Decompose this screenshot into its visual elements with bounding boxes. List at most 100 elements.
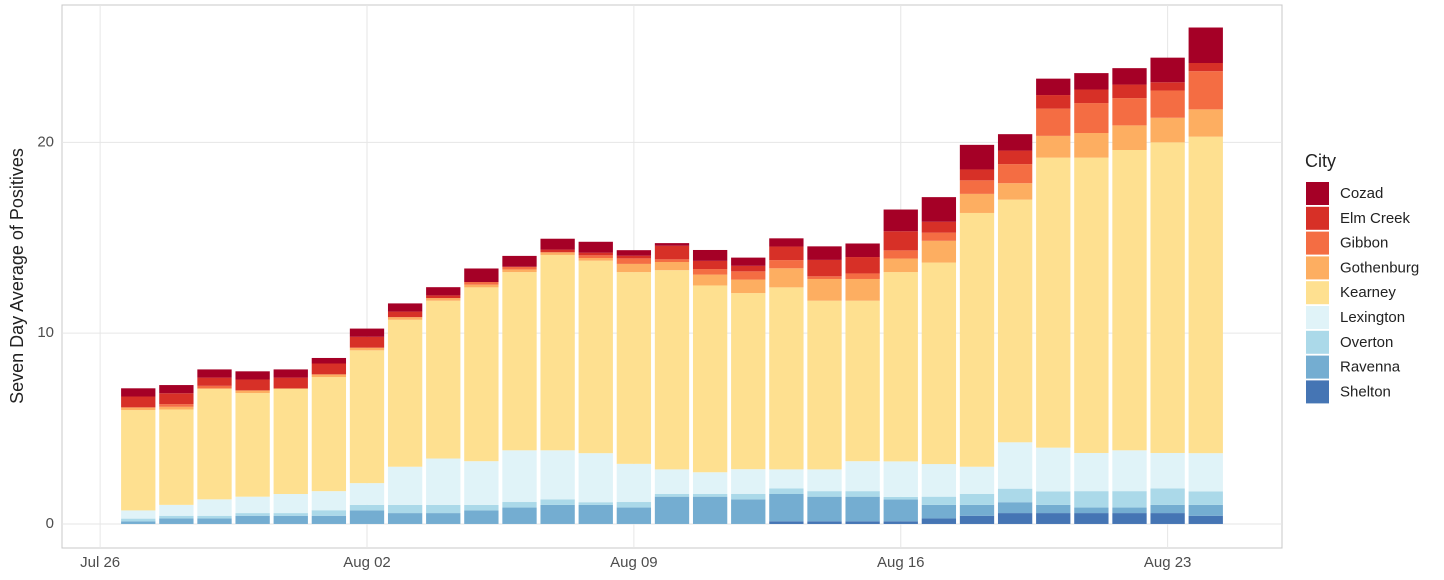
legend-swatch: [1306, 380, 1329, 404]
bar-segment: [273, 377, 308, 389]
bar-segment: [578, 255, 613, 258]
bar-segment: [502, 269, 537, 273]
bar-segment: [997, 502, 1033, 514]
bar-segment: [616, 250, 652, 256]
bar-segment: [197, 518, 232, 524]
bar-segment: [1150, 82, 1185, 91]
bar-segment: [654, 469, 690, 495]
bar-segment: [731, 293, 766, 470]
bar-segment: [654, 259, 690, 262]
bar-segment: [807, 276, 842, 279]
bar-segment: [1188, 136, 1223, 454]
legend-swatch: [1306, 330, 1329, 354]
bar-segment: [235, 393, 270, 497]
y-tick-label: 10: [37, 324, 54, 341]
bar-segment: [235, 513, 270, 516]
bar-segment: [1112, 68, 1147, 85]
legend-swatch: [1306, 206, 1329, 230]
bar-segment: [1150, 90, 1185, 118]
bar-segment: [349, 328, 385, 337]
bar-segment: [464, 504, 499, 511]
bar-segment: [845, 243, 880, 258]
bar-segment: [311, 374, 347, 378]
bar-segment: [578, 260, 613, 454]
bar-segment: [1074, 491, 1109, 508]
bar-segment: [845, 300, 880, 462]
bar-segment: [311, 491, 347, 511]
bar-segment: [426, 298, 461, 301]
bar-segment: [692, 249, 728, 261]
bar-segment: [616, 263, 652, 273]
bar-segment: [159, 385, 194, 394]
bar-segment: [845, 521, 880, 524]
x-tick-label: Jul 26: [80, 554, 120, 571]
bar-segment: [769, 260, 804, 269]
bar-segment: [921, 221, 957, 233]
bar-segment: [1036, 108, 1071, 136]
bar-segment: [540, 450, 575, 500]
bar-segment: [349, 347, 385, 351]
bar-segment: [997, 183, 1033, 200]
bar-segment: [807, 259, 842, 277]
bar-segment: [845, 257, 880, 274]
bar-segment: [769, 238, 804, 247]
bar-segment: [197, 369, 232, 378]
bar-segment: [197, 377, 232, 386]
bar-segment: [349, 504, 385, 511]
bar-segment: [845, 491, 880, 497]
bar-segment: [578, 257, 613, 261]
bar-segment: [464, 510, 499, 524]
bar-segment: [1188, 515, 1223, 524]
bar-segment: [921, 232, 957, 241]
bar-segment: [1150, 488, 1185, 505]
bar-segment: [1150, 504, 1185, 514]
legend-swatch: [1306, 306, 1329, 329]
legend-label: Cozad: [1340, 185, 1383, 202]
bar-segment: [616, 258, 652, 264]
bar-segment: [921, 496, 957, 505]
bar-segment: [387, 319, 423, 467]
legend-label: Lexington: [1340, 309, 1405, 326]
bar-segment: [1074, 157, 1109, 453]
bar-segment: [1112, 98, 1147, 126]
bar-segment: [1188, 504, 1223, 516]
x-tick-label: Aug 23: [1144, 554, 1192, 571]
bar-segment: [1074, 513, 1109, 524]
bar-segment: [197, 499, 232, 516]
bar-segment: [1112, 150, 1147, 451]
bar-segment: [578, 252, 613, 256]
bar-segment: [1188, 71, 1223, 110]
bar-segment: [197, 515, 232, 519]
bar-segment: [540, 238, 575, 250]
bar-segment: [845, 278, 880, 301]
bar-segment: [1036, 157, 1071, 448]
bar-segment: [616, 463, 652, 503]
bar-segment: [921, 504, 957, 519]
bar-segment: [959, 466, 995, 495]
bar-segment: [159, 504, 194, 516]
bar-segment: [540, 504, 575, 524]
bar-segment: [769, 521, 804, 524]
bar-segment: [387, 303, 423, 312]
x-tick-label: Aug 16: [877, 554, 925, 571]
bar-segment: [1150, 117, 1185, 143]
bar-segment: [464, 461, 499, 505]
bar-segment: [1150, 452, 1185, 489]
bar-segment: [654, 494, 690, 497]
bar-segment: [1036, 95, 1071, 109]
bar-segment: [273, 513, 308, 516]
bar-segment: [426, 504, 461, 514]
bar-segment: [959, 515, 995, 524]
bar-segment: [387, 311, 423, 318]
bar-segment: [845, 496, 880, 522]
bar-segment: [807, 521, 842, 524]
bar-segment: [921, 262, 957, 465]
bar-segment: [997, 199, 1033, 443]
bar-segment: [807, 246, 842, 260]
bar-segment: [235, 496, 270, 514]
bar-segment: [311, 515, 347, 524]
bar-segment: [426, 513, 461, 524]
bar-segment: [654, 270, 690, 470]
bar-segment: [502, 255, 537, 267]
